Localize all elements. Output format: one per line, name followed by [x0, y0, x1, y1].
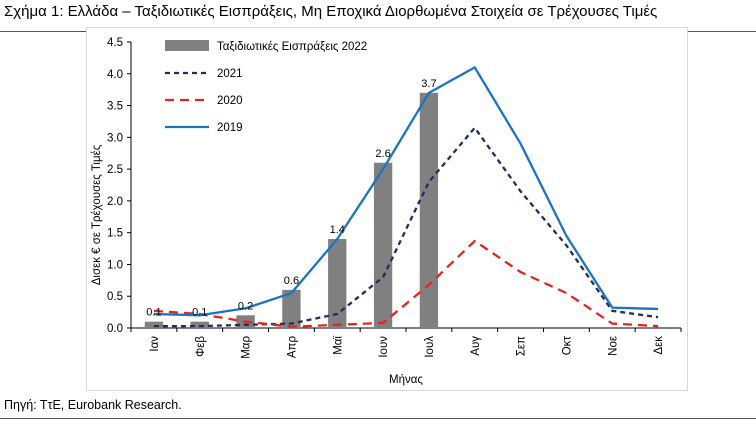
data-label: 0.1	[146, 307, 161, 319]
bar	[282, 289, 301, 328]
bar	[144, 321, 164, 328]
x-tick-label: Ιουλ	[424, 336, 436, 358]
data-label: 0.6	[284, 275, 299, 287]
legend-item: 2019	[165, 122, 243, 134]
y-tick-label: 3.5	[107, 101, 123, 113]
y-tick-label: 0.5	[107, 291, 123, 303]
legend-item: 2021	[165, 68, 243, 80]
x-tick-label: Νοε	[607, 336, 619, 356]
bar	[190, 321, 209, 328]
x-tick-label: Αυγ	[470, 336, 482, 356]
y-tick-label: 2.0	[107, 196, 123, 208]
source-note: Πηγή: ΤτΕ, Eurobank Research.	[4, 398, 182, 412]
legend-label: 2020	[217, 95, 243, 107]
figure-title: Σχήμα 1: Ελλάδα – Ταξιδιωτικές Εισπράξει…	[4, 3, 658, 20]
x-tick-label: Απρ	[286, 336, 298, 359]
x-axis-title: Μήνας	[389, 374, 423, 386]
data-label: 0.1	[192, 307, 207, 319]
x-tick-label: Σεπ	[516, 336, 528, 356]
bar	[373, 162, 393, 328]
y-tick-label: 3.0	[107, 132, 123, 144]
bar	[328, 239, 347, 328]
y-tick-label: 4.5	[107, 37, 123, 49]
x-tick-label: Ιουν	[378, 336, 390, 358]
legend-label: Ταξιδιωτικές Εισπράξεις 2022	[217, 41, 367, 53]
x-tick-label: Μαϊ	[332, 336, 344, 355]
x-tick-label: Ιαν	[149, 336, 161, 352]
x-tick-label: Μαρ	[241, 336, 253, 359]
data-label: 3.7	[421, 78, 436, 90]
x-tick-label: Οκτ	[561, 336, 573, 356]
chart-frame: 0.0 0.5 1.0 1.5 2.0 2.5 3.0 3.5 4.0 4.5 Ιαν Φεβ Μαρ Α…	[86, 27, 688, 391]
y-tick-label: 0.0	[107, 323, 123, 335]
bar	[419, 92, 439, 328]
y-tick-label: 1.5	[107, 228, 123, 240]
y-tick-label: 1.0	[107, 259, 123, 271]
data-label: 1.4	[330, 224, 345, 236]
chart: 0.0 0.5 1.0 1.5 2.0 2.5 3.0 3.5 4.0 4.5 Ιαν Φεβ Μαρ Α…	[91, 37, 682, 386]
data-label: 2.6	[375, 148, 390, 160]
x-tick-label: Δεκ	[653, 336, 665, 355]
y-tick-label: 2.5	[107, 164, 123, 176]
series-line-2019	[153, 66, 659, 317]
legend-swatch-bar	[165, 40, 209, 51]
y-tick-label: 4.0	[107, 69, 123, 81]
legend-item: Ταξιδιωτικές Εισπράξεις 2022	[165, 40, 367, 53]
y-axis-title: Δισεκ € σε Τρέχουσες Τιμές	[91, 144, 103, 285]
series-line-2021	[153, 126, 659, 328]
bottom-rule	[0, 418, 756, 419]
series-line-2020	[153, 239, 659, 328]
x-tick-label: Φεβ	[195, 336, 207, 357]
legend-item: 2020	[165, 95, 243, 107]
legend-label: 2021	[217, 68, 243, 80]
legend-label: 2019	[217, 122, 243, 134]
legend: Ταξιδιωτικές Εισπράξεις 2022 2021 2020 2019	[165, 40, 367, 134]
data-label: 0.2	[238, 300, 253, 312]
